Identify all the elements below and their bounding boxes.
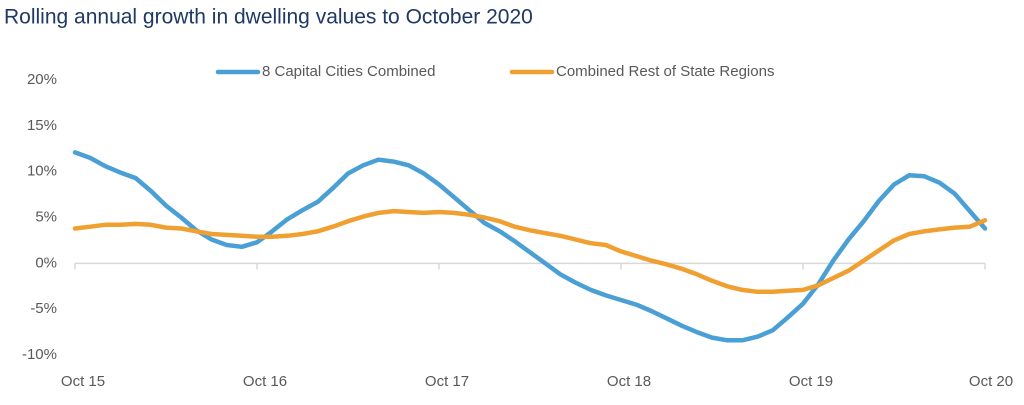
y-tick-label: 0% [35,254,57,271]
y-tick-label: 15% [27,117,57,134]
series-line [72,208,988,295]
x-tick-label: Oct 18 [607,373,651,390]
x-tick-label: Oct 15 [61,373,105,390]
x-tick-label: Oct 19 [789,373,833,390]
y-tick-label: -5% [30,300,57,317]
y-tick-label: 20% [27,71,57,88]
x-tick-label: Oct 20 [969,373,1013,390]
legend-label: Combined Rest of State Regions [556,63,774,80]
y-tick-label: -10% [22,346,57,363]
legend-label: 8 Capital Cities Combined [262,63,435,80]
y-tick-label: 10% [27,163,57,180]
series-line [72,150,988,343]
x-tick-label: Oct 16 [243,373,287,390]
x-tick-label: Oct 17 [425,373,469,390]
y-tick-label: 5% [35,208,57,225]
chart-title: Rolling annual growth in dwelling values… [4,6,533,29]
